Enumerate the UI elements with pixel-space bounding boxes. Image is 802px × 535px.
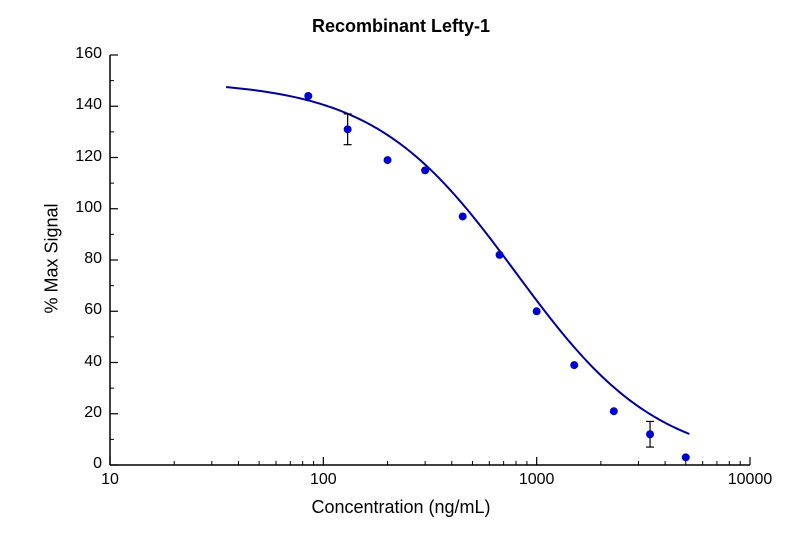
y-tick-label: 60 — [84, 301, 102, 319]
x-axis-label: Concentration (ng/mL) — [0, 497, 802, 518]
data-point — [421, 166, 429, 174]
data-point — [610, 407, 618, 415]
y-tick-label: 20 — [84, 404, 102, 422]
data-point — [570, 361, 578, 369]
fitted-curve — [226, 87, 689, 434]
y-tick-label: 40 — [84, 353, 102, 371]
y-tick-label: 140 — [75, 96, 102, 114]
chart-svg — [0, 0, 802, 535]
y-tick-label: 80 — [84, 250, 102, 268]
data-point — [646, 430, 654, 438]
y-tick-label: 120 — [75, 148, 102, 166]
x-tick-label: 100 — [293, 471, 353, 489]
y-axis-label: % Max Signal — [42, 54, 63, 464]
data-point — [384, 156, 392, 164]
x-tick-label: 1000 — [507, 471, 567, 489]
data-point — [344, 125, 352, 133]
y-tick-label: 100 — [75, 199, 102, 217]
chart-container: Recombinant Lefty-1 Concentration (ng/mL… — [0, 0, 802, 535]
data-point — [533, 307, 541, 315]
data-point — [304, 92, 312, 100]
x-tick-label: 10 — [80, 471, 140, 489]
data-point — [496, 251, 504, 259]
data-point — [459, 212, 467, 220]
x-tick-label: 10000 — [720, 471, 780, 489]
y-tick-label: 160 — [75, 45, 102, 63]
data-point — [682, 453, 690, 461]
